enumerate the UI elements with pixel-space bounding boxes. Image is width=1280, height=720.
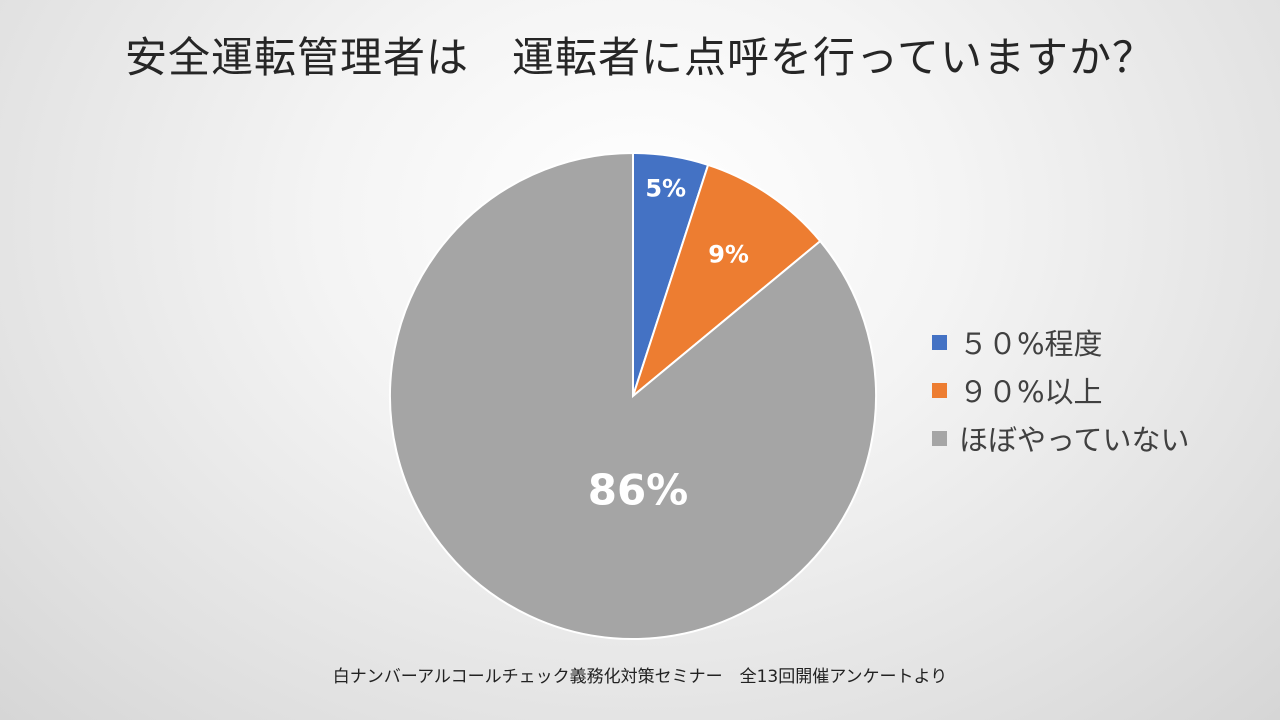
pie-slices [389, 151, 877, 640]
legend-swatch-almost-none [932, 430, 947, 446]
legend-label-50pct: ５０%程度 [959, 327, 1103, 361]
legend-item-almost-none: ほぼやっていない [932, 414, 1190, 462]
chart-legend: ５０%程度 ９０%以上 ほぼやっていない [932, 318, 1190, 462]
pie-slice-90pct [630, 163, 822, 399]
legend-swatch-90pct [932, 382, 947, 398]
pie-data-labels: 5% 9% 86% [588, 175, 749, 515]
data-label-50pct: 5% [645, 175, 686, 203]
pie-slice-almost-none [389, 151, 877, 640]
source-footnote: 白ナンバーアルコールチェック義務化対策セミナー 全13回開催アンケートより [332, 667, 948, 687]
legend-label-almost-none: ほぼやっていない [959, 423, 1190, 457]
data-label-90pct: 9% [708, 240, 749, 268]
legend-item-50pct: ５０%程度 [932, 318, 1190, 366]
chart-title: 安全運転管理者は 運転者に点呼を行っていますか？ [125, 33, 1155, 82]
data-label-almost-none: 86% [588, 466, 689, 515]
legend-swatch-50pct [932, 334, 947, 350]
legend-item-90pct: ９０%以上 [932, 366, 1190, 414]
legend-label-90pct: ９０%以上 [959, 375, 1103, 409]
